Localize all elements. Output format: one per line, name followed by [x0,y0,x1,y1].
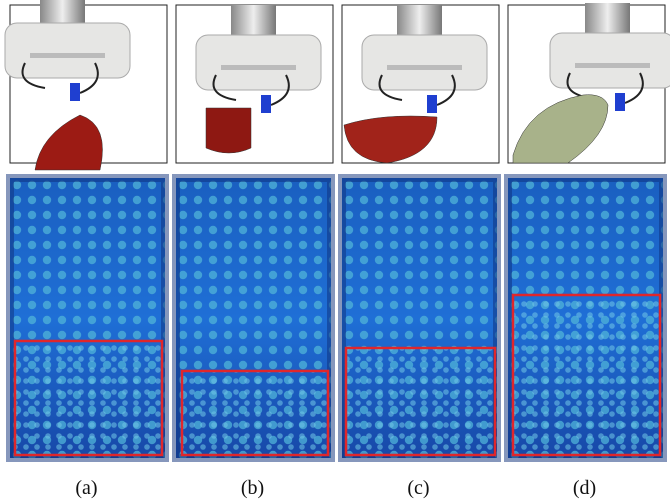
caption: (b) [241,477,264,499]
robot-photo [5,0,167,170]
robot-photo [342,5,499,163]
panel: (d) [508,3,670,499]
tactile-image [176,178,331,458]
object [206,108,251,153]
robot-photo [176,5,333,163]
sensor [70,83,80,101]
figure: (a) (b) (c) (d) [0,0,670,500]
caption: (d) [573,477,596,499]
contact-region [15,341,162,455]
sensor [261,95,271,113]
panel: (c) [342,5,499,499]
sensor [615,93,625,111]
contact-region [346,348,495,455]
gripper-body [196,35,321,90]
tactile-image [342,178,497,458]
contact-region [182,371,328,455]
gripper-slot [575,63,650,68]
panels: (a) (b) (c) (d) [5,0,670,499]
caption: (a) [75,477,97,499]
panel: (a) [5,0,167,499]
tactile-image [10,178,165,458]
caption: (c) [407,477,429,499]
gripper-slot [30,53,105,58]
sensor [427,95,437,113]
panel: (b) [176,5,333,499]
contact-region [513,295,660,455]
gripper-body [5,23,130,78]
gripper-slot [387,65,462,70]
page: (a)(b)(c)(d) (() => { const data = JSON.… [0,0,670,500]
gripper-slot [221,65,296,70]
tactile-image [508,178,663,458]
robot-photo [508,3,670,163]
gripper-body [362,35,487,90]
